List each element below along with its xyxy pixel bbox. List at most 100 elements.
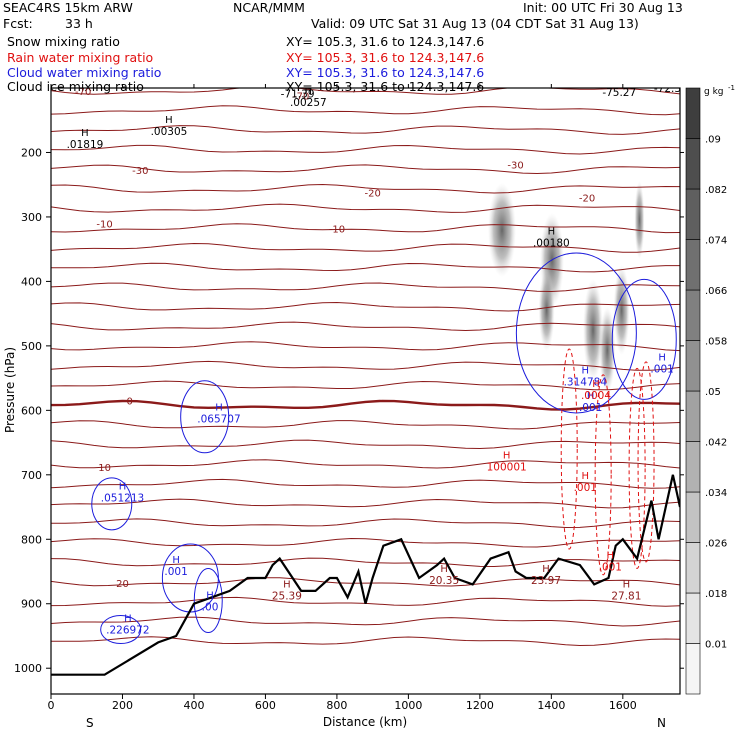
y-tick-label: 900 <box>21 598 42 611</box>
y-tick-label: 600 <box>21 404 42 417</box>
south-label: S <box>86 716 94 730</box>
org-title: NCAR/MMM <box>233 0 305 15</box>
max-value-label: .001 <box>579 402 602 414</box>
hydrometeor-shade <box>488 183 517 277</box>
colorbar-segment <box>685 390 701 442</box>
colorbar-segment <box>685 289 701 341</box>
init-time: Init: 00 UTC Fri 30 Aug 13 <box>523 0 683 15</box>
cloud-water-contour <box>91 477 133 531</box>
terrain-profile <box>51 474 680 676</box>
colorbar-segment <box>685 138 701 190</box>
field-snow-name: Snow mixing ratio <box>7 34 120 49</box>
x-tick-label: 0 <box>48 699 55 712</box>
field-cloudice-name: Cloud ice mixing ratio <box>7 79 144 94</box>
isotherm-line <box>51 577 680 587</box>
max-marker: H <box>607 550 615 561</box>
max-marker: H <box>294 78 302 89</box>
isotherm-label: 10 <box>98 463 111 474</box>
colorbar-segment <box>685 491 701 543</box>
isotherm-line <box>51 518 680 529</box>
isotherm-line <box>51 282 680 293</box>
max-value-label: 20.35 <box>429 575 459 587</box>
colorbar-segment <box>685 188 701 240</box>
max-marker: H <box>664 72 672 83</box>
isotherm-line <box>51 242 680 253</box>
hydrometeor-shade <box>538 269 555 351</box>
colorbar-level-label: 0.01 <box>705 640 727 651</box>
max-value-label: .001 <box>574 482 597 494</box>
isotherm-line <box>51 420 680 430</box>
max-value-label: .00305 <box>151 126 188 138</box>
colorbar-level-label: .034 <box>705 488 727 499</box>
cloud-water-contour <box>180 380 230 454</box>
field-cloudwater-name: Cloud water mixing ratio <box>7 65 162 80</box>
max-value-label: .001 <box>164 566 187 578</box>
max-value-label: .0004 <box>581 390 611 402</box>
isotherm-line <box>51 321 680 332</box>
isotherm-line <box>51 88 680 95</box>
isotherm-line <box>51 478 680 489</box>
max-marker: H <box>119 481 127 492</box>
x-tick-label: 200 <box>112 699 133 712</box>
isotherm-label: -30 <box>132 166 148 177</box>
cloud-water-contour <box>100 615 142 645</box>
colorbar-level-label: .05 <box>705 387 721 398</box>
colorbar-segment <box>685 87 701 139</box>
x-axis-label: Distance (km) <box>323 715 407 729</box>
x-tick-label: 800 <box>326 699 347 712</box>
max-value-label: .00 <box>202 601 219 613</box>
max-marker: H <box>206 590 214 601</box>
isotherm-label: -70 <box>293 92 309 103</box>
max-value-label: .00257 <box>290 97 327 109</box>
colorbar-level-label: .066 <box>705 286 727 297</box>
max-marker: H <box>165 115 173 126</box>
max-value-label: .051213 <box>101 492 144 504</box>
rain-water-contour <box>628 367 646 569</box>
y-tick-label: 300 <box>21 211 42 224</box>
colorbar-level-label: .058 <box>705 337 727 348</box>
colorbar-level-label: .042 <box>705 438 727 449</box>
isotherm-line <box>51 636 680 647</box>
max-marker: H <box>587 391 595 402</box>
isotherm-line <box>51 537 680 548</box>
isotherm-label: -20 <box>579 194 595 205</box>
max-value-label: .01819 <box>67 139 104 151</box>
isotherm-line <box>51 183 680 194</box>
colorbar-segment <box>685 542 701 594</box>
max-marker: H <box>623 579 631 590</box>
isotherm-line <box>51 459 680 469</box>
max-marker: H <box>81 128 89 139</box>
colorbar-segment <box>685 340 701 392</box>
cloud-water-contour <box>193 568 223 634</box>
isotherm-line <box>51 105 680 116</box>
hydrometeor-shade <box>599 307 616 393</box>
colorbar-unit: g kg <box>704 87 724 97</box>
colorbar-segment <box>685 441 701 493</box>
max-marker: H <box>548 227 556 238</box>
fcst-value: 33 h <box>65 16 93 31</box>
y-tick-label: 400 <box>21 275 42 288</box>
max-value-label: .314784 <box>564 376 608 388</box>
isotherm-line <box>51 439 680 450</box>
isotherm-label: 20 <box>116 579 129 590</box>
model-title: SEAC4RS 15km ARW <box>3 0 133 15</box>
max-marker: H <box>172 555 180 566</box>
x-tick-label: 400 <box>183 699 204 712</box>
max-value-label: 23.97 <box>531 575 561 587</box>
y-tick-label: 1000 <box>14 662 42 675</box>
isotherm-label: -20 <box>364 188 380 199</box>
isotherm-line <box>51 301 680 312</box>
rain-water-contour <box>637 361 655 563</box>
isotherm-line <box>51 498 680 509</box>
max-marker: H <box>440 564 448 575</box>
max-marker: H <box>215 403 223 414</box>
max-marker: H <box>592 379 600 390</box>
y-axis-label: Pressure (hPa) <box>3 347 17 433</box>
colorbar-level-label: .018 <box>705 589 727 600</box>
max-value-label: .226972 <box>106 624 149 636</box>
max-value-label: .001 <box>599 561 622 573</box>
isotherm-line <box>51 341 680 352</box>
max-value-label: 100001 <box>487 461 527 473</box>
colorbar-segment <box>685 592 701 644</box>
max-marker: H <box>124 613 132 624</box>
